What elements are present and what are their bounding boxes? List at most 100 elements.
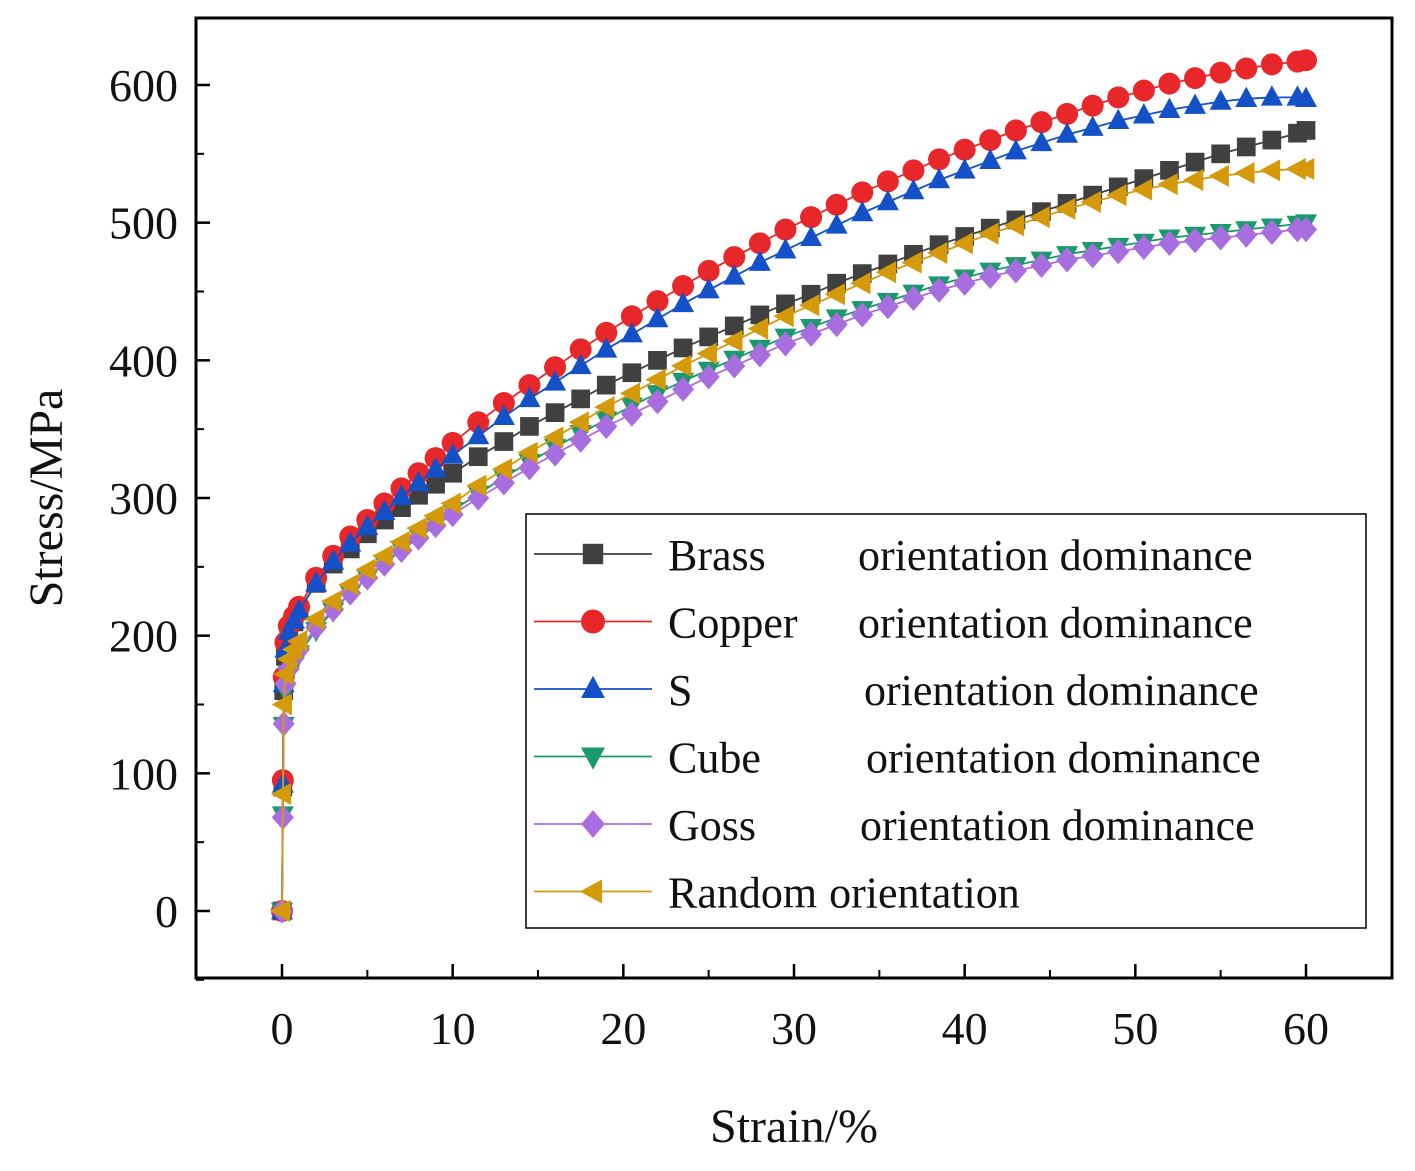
data-point — [1158, 230, 1181, 256]
data-point — [926, 241, 948, 264]
data-point — [1132, 103, 1155, 124]
data-point — [1296, 121, 1316, 140]
data-point — [824, 283, 845, 306]
data-point — [1030, 130, 1053, 152]
data-point — [1182, 168, 1204, 191]
legend-box — [525, 513, 1367, 929]
data-point — [1184, 67, 1207, 90]
y-tick-label: 500 — [109, 198, 178, 249]
data-point — [825, 311, 848, 338]
legend: Brass orientation dominance Copper orientat… — [525, 513, 1367, 929]
legend-series-name: Random — [668, 869, 817, 918]
data-point — [979, 263, 1002, 290]
data-point — [928, 167, 951, 189]
data-point — [645, 368, 666, 391]
data-point — [277, 619, 300, 640]
data-point — [851, 302, 874, 328]
x-axis-title: Strain/% — [710, 1100, 878, 1153]
data-point — [1132, 79, 1155, 102]
legend-series-name: Copper — [668, 599, 798, 648]
data-point — [339, 531, 362, 552]
data-point — [1107, 238, 1130, 265]
data-point — [825, 213, 848, 234]
data-point — [423, 504, 444, 527]
data-point — [774, 218, 797, 241]
data-point — [1003, 214, 1025, 237]
data-point — [270, 782, 292, 805]
x-tick-label: 60 — [1283, 1003, 1329, 1054]
data-point — [1107, 108, 1130, 130]
data-point — [1158, 72, 1181, 95]
data-point — [406, 517, 427, 540]
legend-series-name: Goss — [668, 801, 756, 850]
legend-series-suffix: orientation — [829, 869, 1020, 918]
data-point — [750, 305, 770, 325]
data-point — [1295, 49, 1317, 72]
data-point — [1184, 93, 1207, 114]
data-point — [619, 382, 641, 405]
data-point — [518, 374, 541, 397]
data-point — [1295, 216, 1317, 243]
data-point — [338, 573, 359, 596]
data-point — [1295, 86, 1317, 108]
data-point — [648, 350, 667, 370]
data-point — [491, 458, 513, 481]
data-point — [1235, 86, 1258, 108]
data-point — [426, 474, 445, 494]
data-point — [1235, 57, 1258, 80]
data-point — [748, 342, 771, 368]
data-point — [355, 558, 376, 581]
data-point — [373, 499, 396, 521]
data-point — [1054, 197, 1076, 220]
legend-marker — [582, 543, 604, 565]
legend-series-suffix: orientation dominance — [860, 801, 1255, 850]
data-point — [902, 285, 925, 312]
data-point — [1004, 138, 1027, 160]
data-point — [441, 443, 464, 464]
data-point — [286, 630, 308, 653]
legend-entry-brass: Brass orientation dominance — [534, 531, 1253, 580]
data-point — [1080, 191, 1101, 214]
data-point — [800, 321, 823, 347]
legend-series-name: S — [668, 666, 692, 715]
data-point — [1131, 178, 1153, 201]
data-point — [1004, 258, 1027, 284]
data-point — [273, 663, 294, 686]
data-point — [697, 278, 720, 299]
data-point — [1209, 61, 1232, 84]
x-tick-label: 50 — [1112, 1003, 1158, 1054]
data-point — [1158, 97, 1181, 119]
legend-marker — [581, 675, 605, 698]
data-point — [953, 158, 976, 179]
data-point — [443, 463, 463, 483]
data-point — [542, 426, 564, 449]
data-point — [902, 159, 925, 182]
data-point — [492, 404, 515, 426]
data-point — [953, 138, 976, 161]
data-point — [928, 277, 951, 303]
data-point — [1262, 130, 1282, 150]
data-point — [774, 238, 797, 259]
data-point — [569, 338, 592, 361]
data-point — [1056, 247, 1079, 273]
data-point — [441, 431, 464, 454]
legend-series-suffix: orientation dominance — [858, 599, 1253, 648]
data-point — [979, 148, 1002, 169]
data-point — [646, 290, 669, 313]
data-point — [723, 353, 746, 379]
x-axis-ticks: 0 10 20 30 40 50 60 — [271, 964, 1329, 1054]
data-point — [492, 392, 515, 415]
y-tick-label: 300 — [109, 473, 178, 524]
data-point — [1260, 53, 1283, 76]
data-point — [544, 370, 567, 391]
series-random — [269, 157, 1315, 922]
data-point — [389, 531, 410, 554]
legend-series-name: Cube — [668, 734, 761, 783]
data-point — [356, 514, 379, 536]
data-point — [304, 608, 325, 631]
data-point — [372, 544, 393, 567]
legend-marker — [579, 879, 602, 904]
legend-series-suffix: orientation dominance — [864, 666, 1259, 715]
